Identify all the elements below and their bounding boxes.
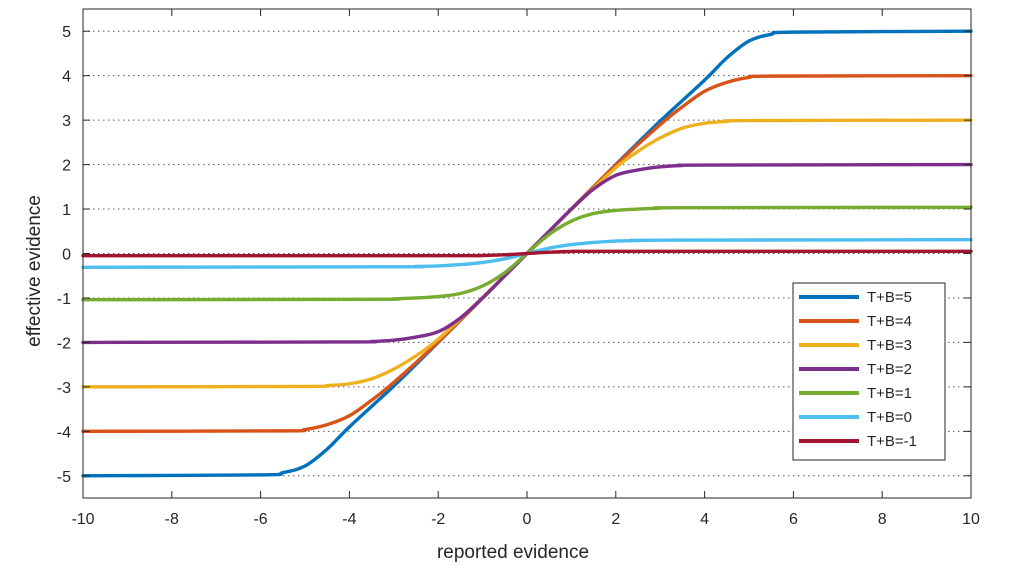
x-tick-label: -6 bbox=[253, 511, 267, 528]
y-tick-label: -3 bbox=[57, 380, 71, 397]
legend-label: T+B=3 bbox=[867, 337, 912, 354]
x-tick-label: 8 bbox=[878, 511, 887, 528]
y-tick-label: 4 bbox=[62, 69, 71, 86]
x-tick-label: 10 bbox=[962, 511, 980, 528]
legend-label: T+B=4 bbox=[867, 313, 912, 330]
x-tick-label: -2 bbox=[431, 511, 445, 528]
y-tick-label: 2 bbox=[62, 158, 71, 175]
legend-box bbox=[792, 282, 946, 461]
x-tick-label: -4 bbox=[342, 511, 356, 528]
x-tick-label: -10 bbox=[71, 511, 94, 528]
y-axis-label: effective evidence bbox=[24, 195, 45, 347]
series-lines bbox=[81, 29, 973, 478]
x-tick-label: -8 bbox=[165, 511, 179, 528]
x-tick-label: 0 bbox=[523, 511, 532, 528]
x-tick-label: 4 bbox=[700, 511, 709, 528]
x-axis-label: reported evidence bbox=[437, 542, 589, 563]
axes bbox=[82, 8, 972, 499]
y-tick-label: -5 bbox=[57, 469, 71, 486]
legend: T+B=5 T+B=4 T+B=3 T+B=2 T+B=1 T+B=0 T+B=-1 bbox=[792, 282, 946, 461]
y-tick-label: 3 bbox=[62, 113, 71, 130]
legend-label: T+B=0 bbox=[867, 409, 912, 426]
legend-label: T+B=-1 bbox=[867, 433, 917, 450]
series-line bbox=[81, 249, 973, 258]
x-tick-label: 6 bbox=[789, 511, 798, 528]
x-tick-label: 2 bbox=[611, 511, 620, 528]
y-tick-label: 1 bbox=[62, 202, 71, 219]
y-tick-label: -4 bbox=[57, 424, 71, 441]
legend-label: T+B=2 bbox=[867, 361, 912, 378]
legend-label: T+B=5 bbox=[867, 289, 912, 306]
y-tick-label: -2 bbox=[57, 335, 71, 352]
legend-label: T+B=1 bbox=[867, 385, 912, 402]
y-tick-label: 0 bbox=[62, 247, 71, 264]
y-tick-label: -1 bbox=[57, 291, 71, 308]
y-tick-label: 5 bbox=[62, 24, 71, 41]
